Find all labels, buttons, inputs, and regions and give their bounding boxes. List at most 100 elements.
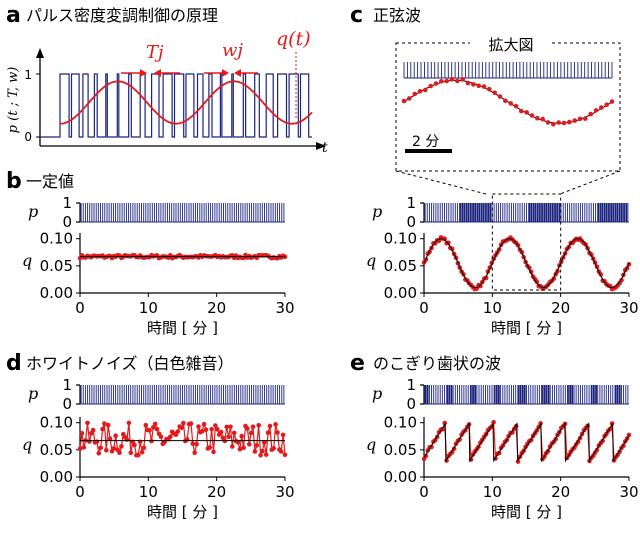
measured-point [119, 444, 124, 449]
p-tick-0: 0 [406, 395, 416, 413]
p-tick-0: 0 [406, 213, 416, 231]
q-axis-label: q [366, 435, 376, 454]
inset-measured-point [583, 116, 588, 121]
q-tick-label: 0.05 [384, 441, 417, 459]
inset-measured-point [599, 105, 604, 110]
measured-point [158, 434, 164, 439]
inset-measured-point [503, 98, 508, 104]
scale-bar-label: 2 分 [412, 134, 439, 150]
p-tick-1: 1 [406, 194, 416, 212]
p-axis-label: p [372, 202, 382, 221]
inset-measured-point [535, 115, 540, 121]
measured-point [260, 448, 265, 454]
panel-b-title: 一定値 [26, 172, 74, 191]
q-axis: 0.00 0.05 0.10 q 0 10 20 30 時間 [ 分 ] [366, 230, 639, 337]
inset-measured-point [476, 83, 482, 89]
p-tick-1: 1 [62, 376, 72, 394]
measured-point [117, 450, 122, 456]
inset-measured-point [545, 120, 551, 125]
inset-measured-point [465, 80, 471, 86]
zoom-inset: 拡大図 2 分 [395, 35, 621, 195]
x-tick-label: 10 [483, 483, 502, 501]
panel-c-title: 正弦波 [373, 6, 421, 25]
x-tick-label: 20 [207, 299, 226, 317]
q-tick-label: 0.10 [40, 230, 73, 248]
p-tick-1: 1 [62, 194, 72, 212]
measured-point [190, 441, 196, 446]
inset-measured-point [455, 78, 460, 84]
x-axis-label: 時間 [ 分 ] [491, 503, 562, 521]
panel-d-letter: d [6, 351, 22, 376]
measured-point [102, 421, 107, 426]
measured-point [151, 425, 156, 430]
q-curve [59, 80, 313, 125]
inset-measured-point [577, 116, 583, 122]
measured-point [231, 430, 237, 436]
inset-measured-point [556, 120, 561, 125]
inset-signal [401, 76, 615, 127]
measured-point [446, 240, 451, 246]
measured-point [179, 425, 184, 431]
measured-point [265, 430, 271, 436]
measured-point [213, 423, 218, 428]
inset-measured-point [609, 99, 615, 104]
measured-point [280, 432, 286, 438]
q-tick-label: 0.10 [384, 414, 417, 432]
x-tick-label: 0 [75, 483, 85, 501]
measured-point [224, 424, 229, 430]
measured-point [181, 420, 186, 426]
measured-point [149, 438, 154, 444]
zoom-region [491, 193, 562, 291]
inset-measured-point [593, 108, 599, 113]
x-tick-label: 20 [207, 483, 226, 501]
measured-point [201, 421, 207, 427]
p-tick-1: 1 [406, 376, 416, 394]
zoom-connector-right [559, 170, 621, 195]
q-axis: 0.00 0.05 0.10 q 0 10 20 30 時間 [ 分 ] [366, 414, 639, 521]
x-tick-label: 0 [419, 483, 429, 501]
period-arrowhead-right [154, 69, 161, 77]
width-arrowhead-right [234, 69, 241, 77]
measured-point [94, 439, 100, 445]
x-tick-label: 10 [483, 299, 502, 317]
measured-point [226, 434, 231, 440]
panel-a-letter: a [6, 3, 21, 28]
inset-measured-point [551, 121, 556, 127]
measured-point [147, 428, 152, 433]
y-tick-0: 0 [24, 130, 32, 144]
pulse-train [424, 203, 629, 223]
x-axis-label: 時間 [ 分 ] [491, 319, 562, 337]
inset-measured-point [588, 111, 593, 117]
measured-point [239, 433, 244, 439]
inset-measured-point [401, 98, 407, 104]
measured-point [267, 423, 273, 429]
x-tick-label: 30 [275, 299, 294, 317]
measured-point [90, 427, 96, 433]
x-axis-label: 時間 [ 分 ] [147, 319, 218, 337]
q-tick-label: 0.05 [40, 257, 73, 275]
inset-measured-point [471, 82, 476, 87]
measured-point [79, 431, 85, 436]
inset-measured-point [529, 113, 535, 118]
measured-point [85, 420, 90, 426]
pulse-train [40, 73, 312, 138]
measured-point [626, 432, 632, 438]
measured-point [228, 424, 233, 430]
target-line [423, 421, 630, 463]
q-axis-label: q [22, 251, 32, 270]
inset-measured-point [439, 79, 444, 84]
measured-point [143, 422, 149, 428]
panel-b-letter: b [6, 169, 22, 194]
x-tick-label: 30 [275, 483, 294, 501]
p-tick-0: 0 [62, 395, 72, 413]
x-tick-label: 0 [419, 299, 429, 317]
inset-measured-point [524, 110, 529, 115]
x-tick-label: 10 [139, 483, 158, 501]
q-tick-label: 0.00 [384, 468, 417, 486]
measured-point [254, 443, 260, 448]
inset-measured-point [487, 86, 492, 92]
pulse-train [80, 203, 285, 223]
